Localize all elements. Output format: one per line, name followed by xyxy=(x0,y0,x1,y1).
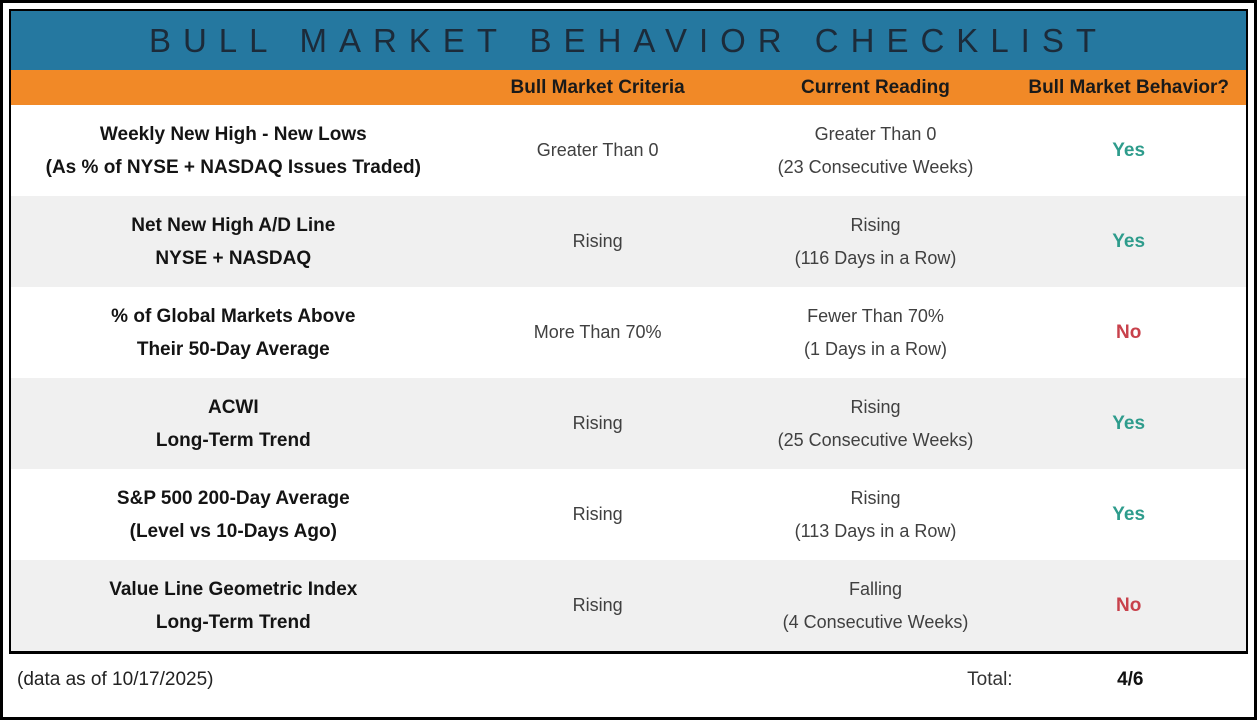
reading-line1: Fewer Than 70% xyxy=(807,305,944,326)
row-indicator: % of Global Markets Above Their 50-Day A… xyxy=(11,300,456,366)
row-reading: Fewer Than 70% (1 Days in a Row) xyxy=(740,300,1012,366)
page-title: BULL MARKET BEHAVIOR CHECKLIST xyxy=(148,21,1109,59)
total-label: Total: xyxy=(967,669,1013,690)
row-reading: Rising (116 Days in a Row) xyxy=(740,209,1012,275)
table-row: Weekly New High - New Lows (As % of NYSE… xyxy=(11,105,1246,196)
total-value: 4/6 xyxy=(1117,669,1144,690)
reading-line2: (4 Consecutive Weeks) xyxy=(782,611,969,632)
indicator-line2: (As % of NYSE + NASDAQ Issues Traded) xyxy=(45,156,421,178)
reading-line2: (113 Days in a Row) xyxy=(794,520,957,541)
row-indicator: Weekly New High - New Lows (As % of NYSE… xyxy=(11,118,456,184)
reading-line1: Falling xyxy=(848,578,902,599)
indicator-line1: ACWI xyxy=(207,396,259,418)
table-row: Value Line Geometric Index Long-Term Tre… xyxy=(11,560,1246,651)
data-as-of-note: (data as of 10/17/2025) xyxy=(17,669,214,690)
header-criteria-column: Bull Market Criteria xyxy=(510,76,685,98)
row-indicator: ACWI Long-Term Trend xyxy=(11,391,456,457)
indicator-line2: Long-Term Trend xyxy=(155,611,311,633)
header-reading-column: Current Reading xyxy=(801,76,950,98)
indicator-line1: S&P 500 200-Day Average xyxy=(116,487,350,509)
indicator-line1: Value Line Geometric Index xyxy=(109,578,358,600)
indicator-line1: % of Global Markets Above xyxy=(111,305,356,327)
table-row: Net New High A/D Line NYSE + NASDAQ Risi… xyxy=(11,196,1246,287)
row-behavior: Yes xyxy=(1112,230,1146,252)
row-criteria: Rising xyxy=(572,231,623,251)
row-behavior: No xyxy=(1115,594,1142,616)
row-reading: Greater Than 0 (23 Consecutive Weeks) xyxy=(740,118,1012,184)
row-criteria: More Than 70% xyxy=(533,322,662,342)
row-criteria: Rising xyxy=(572,595,623,615)
reading-line1: Rising xyxy=(850,396,901,417)
indicator-line1: Net New High A/D Line xyxy=(131,214,336,236)
indicator-line2: (Level vs 10-Days Ago) xyxy=(129,520,337,542)
row-behavior: No xyxy=(1115,321,1142,343)
row-reading: Rising (25 Consecutive Weeks) xyxy=(740,391,1012,457)
row-behavior: Yes xyxy=(1112,503,1146,525)
reading-line2: (116 Days in a Row) xyxy=(794,247,957,268)
title-bar: BULL MARKET BEHAVIOR CHECKLIST xyxy=(11,11,1246,70)
row-behavior: Yes xyxy=(1112,412,1146,434)
table-row: S&P 500 200-Day Average (Level vs 10-Day… xyxy=(11,469,1246,560)
indicator-line2: Their 50-Day Average xyxy=(136,338,330,360)
reading-line2: (25 Consecutive Weeks) xyxy=(777,429,974,450)
row-criteria: Greater Than 0 xyxy=(536,140,659,160)
table-footer: (data as of 10/17/2025) Total: 4/6 xyxy=(9,654,1248,706)
row-reading: Rising (113 Days in a Row) xyxy=(740,482,1012,548)
table-header-row: Bull Market Criteria Current Reading Bul… xyxy=(11,70,1246,105)
row-indicator: Net New High A/D Line NYSE + NASDAQ xyxy=(11,209,456,275)
reading-line2: (23 Consecutive Weeks) xyxy=(777,156,974,177)
row-criteria: Rising xyxy=(572,504,623,524)
indicator-line2: NYSE + NASDAQ xyxy=(155,247,312,269)
reading-line1: Rising xyxy=(850,487,901,508)
table-row: ACWI Long-Term Trend Rising Rising (25 C… xyxy=(11,378,1246,469)
indicator-line1: Weekly New High - New Lows xyxy=(99,123,367,145)
table-row: % of Global Markets Above Their 50-Day A… xyxy=(11,287,1246,378)
indicator-line2: Long-Term Trend xyxy=(155,429,311,451)
row-reading: Falling (4 Consecutive Weeks) xyxy=(740,573,1012,639)
reading-line1: Rising xyxy=(850,214,901,235)
reading-line2: (1 Days in a Row) xyxy=(803,338,947,359)
row-criteria: Rising xyxy=(572,413,623,433)
row-behavior: Yes xyxy=(1112,139,1146,161)
row-indicator: S&P 500 200-Day Average (Level vs 10-Day… xyxy=(11,482,456,548)
header-behavior-column: Bull Market Behavior? xyxy=(1028,76,1229,98)
row-indicator: Value Line Geometric Index Long-Term Tre… xyxy=(11,573,456,639)
reading-line1: Greater Than 0 xyxy=(814,123,937,144)
checklist-table: BULL MARKET BEHAVIOR CHECKLIST Bull Mark… xyxy=(9,9,1248,654)
